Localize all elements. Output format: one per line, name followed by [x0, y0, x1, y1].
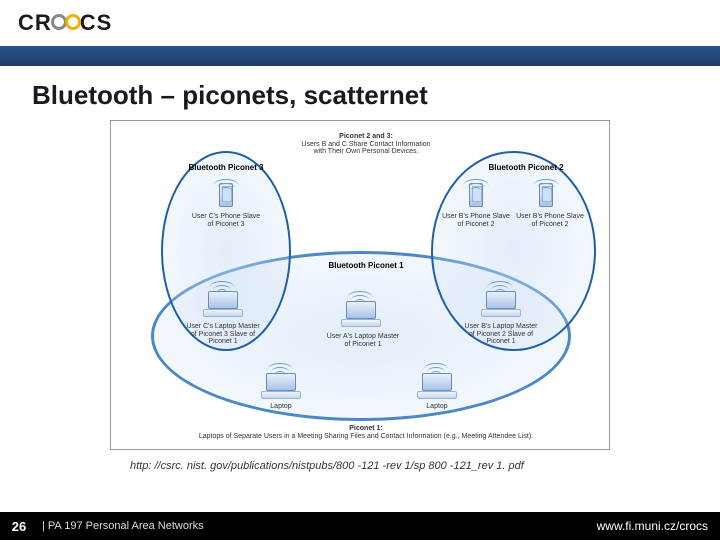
userB-phone-caption: User B's Phone Slave of Piconet 2: [441, 213, 511, 228]
logo-right: CS: [80, 10, 113, 35]
crocs-logo: CR CS: [18, 10, 112, 36]
userA-laptop-caption: User A's Laptop Master of Piconet 1: [325, 333, 401, 348]
logo-left: CR: [18, 10, 52, 35]
signal-waves-icon: [485, 277, 515, 297]
bottom-caption: Piconet 1: Laptops of Separate Users in …: [191, 425, 541, 440]
signal-waves-icon: [531, 175, 561, 195]
top-caption-body: Users B and C Share Contact Information …: [301, 141, 430, 156]
footer-course: | PA 197 Personal Area Networks: [42, 520, 204, 532]
slide-footer: 26 | PA 197 Personal Area Networks www.f…: [0, 512, 720, 540]
top-caption-title: Piconet 2 and 3:: [339, 133, 393, 140]
top-caption: Piconet 2 and 3: Users B and C Share Con…: [301, 133, 431, 156]
slide-header: CR CS: [0, 0, 720, 60]
userB-phone-caption: User B's Phone Slave of Piconet 2: [515, 213, 585, 228]
laptop-caption: Laptop: [261, 403, 301, 411]
signal-waves-icon: [461, 175, 491, 195]
footer-url: www.fi.muni.cz/crocs: [597, 519, 708, 533]
bottom-caption-title: Piconet 1:: [349, 425, 382, 432]
logo-ring-icon: [65, 14, 81, 30]
signal-waves-icon: [211, 175, 241, 195]
page-number: 26: [0, 519, 38, 534]
piconet2-label: Bluetooth Piconet 2: [466, 163, 586, 172]
slide-title: Bluetooth – piconets, scatternet: [32, 80, 428, 111]
laptop-caption: Laptop: [417, 403, 457, 411]
userC-laptop-caption: User C's Laptop Master of Piconet 3 Slav…: [185, 323, 261, 346]
signal-waves-icon: [265, 359, 295, 379]
signal-waves-icon: [207, 277, 237, 297]
piconet1-label: Bluetooth Piconet 1: [311, 261, 421, 270]
piconet-2-ellipse: [431, 151, 596, 351]
userB-laptop-caption: User B's Laptop Master of Piconet 2 Slav…: [463, 323, 539, 346]
userC-phone-caption: User C's Phone Slave of Piconet 3: [191, 213, 261, 228]
scatternet-diagram: Bluetooth Piconet 3 Bluetooth Piconet 2 …: [110, 120, 610, 450]
piconet3-label: Bluetooth Piconet 3: [171, 163, 281, 172]
bottom-caption-body: Laptops of Separate Users in a Meeting S…: [199, 433, 533, 440]
signal-waves-icon: [345, 287, 375, 307]
citation-url: http: //csrc. nist. gov/publications/nis…: [130, 460, 524, 472]
header-bar: [0, 46, 720, 66]
signal-waves-icon: [421, 359, 451, 379]
